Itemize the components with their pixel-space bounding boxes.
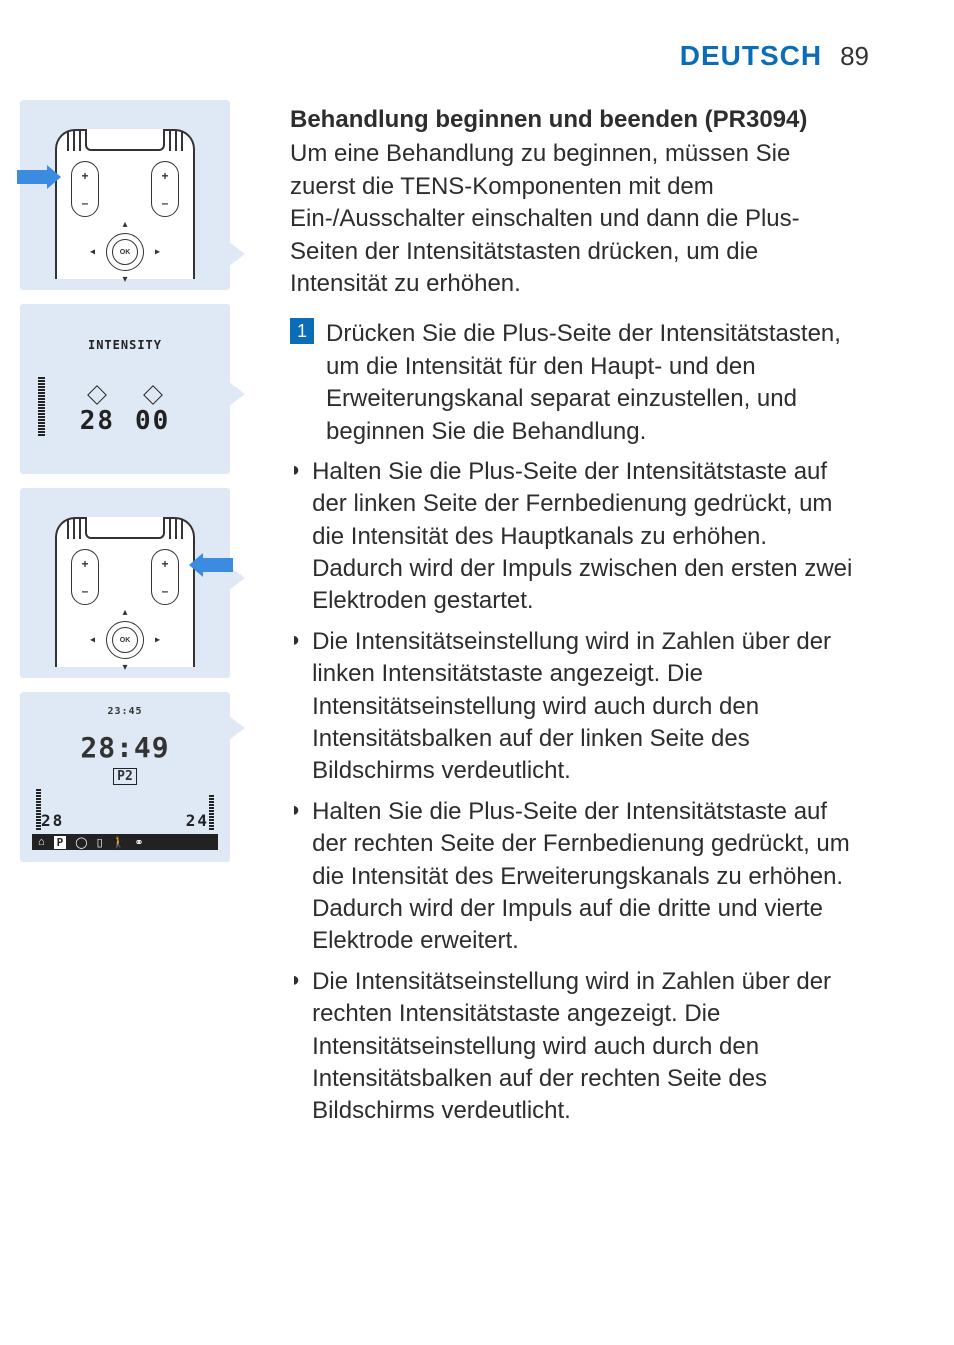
bullet-text: Die Intensitätseinstellung wird in Zahle… [312,626,860,788]
press-indicator-arrow [189,555,233,575]
intensity-plus-minus-left[interactable]: + – [71,549,99,605]
left-arrow-icon: ◂ [90,635,95,646]
diamond-icon [87,385,107,405]
language-label: DEUTSCH [680,40,822,72]
battery-icon: ▯ [97,836,103,849]
dpad[interactable]: OK ▴ ▾ ◂ ▸ [96,223,154,281]
session-timer: 28:49 [80,731,169,764]
plus-icon: + [161,170,168,182]
dpad[interactable]: OK ▴ ▾ ◂ ▸ [96,611,154,669]
press-indicator-arrow [17,167,61,187]
step-text: Drücken Sie die Plus-Seite der Intensitä… [326,318,860,448]
down-arrow-icon: ▾ [122,274,127,285]
clock-time: 23:45 [107,706,142,717]
plus-icon: + [81,170,88,182]
home-icon: ⌂ [38,836,45,848]
plus-icon: + [81,558,88,570]
right-arrow-icon: ▸ [155,635,160,646]
bullet-text: Halten Sie die Plus-Seite der Intensität… [312,456,860,618]
figure-remote-left-press: + – + – OK ▴ ▾ ◂ ▸ [20,100,230,290]
bullet-item: ◗ Die Intensitätseinstellung wird in Zah… [290,626,860,788]
bullet-item: ◗ Halten Sie die Plus-Seite der Intensit… [290,456,860,618]
channel-left: 28 [80,388,115,436]
down-arrow-icon: ▾ [122,662,127,673]
bullet-text: Die Intensitätseinstellung wird in Zahle… [312,966,860,1128]
intensity-plus-minus-left[interactable]: + – [71,161,99,217]
bullet-icon: ◗ [290,626,302,788]
ok-button[interactable]: OK [112,627,138,653]
right-arrow-icon: ▸ [155,247,160,258]
intensity-value-right: 24 [186,811,209,830]
bullet-text: Halten Sie die Plus-Seite der Intensität… [312,796,860,958]
section-heading: Behandlung beginnen und beenden (PR3094) [290,104,860,136]
intensity-plus-minus-right[interactable]: + – [151,549,179,605]
minus-icon: – [162,197,169,209]
intensity-bar-right [209,795,214,830]
intensity-plus-minus-right[interactable]: + – [151,161,179,217]
bullet-item: ◗ Die Intensitätseinstellung wird in Zah… [290,966,860,1128]
step-1: 1 Drücken Sie die Plus-Seite der Intensi… [290,318,860,448]
up-arrow-icon: ▴ [122,219,127,230]
page-header: DEUTSCH 89 [680,40,869,72]
plus-icon: + [161,558,168,570]
left-arrow-icon: ◂ [90,247,95,258]
bullet-icon: ◗ [290,796,302,958]
bullet-item: ◗ Halten Sie die Plus-Seite der Intensit… [290,796,860,958]
status-bar: ⌂ P ◯ ▯ 🚶 ⚭ [32,834,218,850]
intro-paragraph: Um eine Behandlung zu beginnen, müssen S… [290,138,860,300]
figure-intensity-display: INTENSITY 28 00 [20,304,230,474]
channel-right: 00 [135,388,170,436]
intensity-value-left: 28 [41,811,64,830]
step-number-badge: 1 [290,318,314,344]
activity-icon: 🚶 [112,836,126,849]
program-mode-icon: P [54,836,67,849]
intensity-bar-left [38,372,45,436]
figure-running-screen: 23:45 28:49 P2 28 24 ⌂ P ◯ ▯ 🚶 ⚭ [20,692,230,862]
minus-icon: – [82,585,89,597]
page-number: 89 [840,41,869,72]
link-icon: ⚭ [134,836,143,849]
minus-icon: – [82,197,89,209]
intensity-label: INTENSITY [88,338,162,352]
figure-remote-right-press: + – + – OK ▴ ▾ ◂ ▸ [20,488,230,678]
minus-icon: – [162,585,169,597]
ok-button[interactable]: OK [112,239,138,265]
figure-column: + – + – OK ▴ ▾ ◂ ▸ INTENSITY [20,100,255,862]
intensity-value-right: 00 [135,406,170,436]
text-column: Behandlung beginnen und beenden (PR3094)… [290,104,860,1136]
clock-icon: ◯ [75,836,87,849]
diamond-outline-icon [143,385,163,405]
bullet-icon: ◗ [290,456,302,618]
up-arrow-icon: ▴ [122,607,127,618]
bullet-icon: ◗ [290,966,302,1128]
intensity-value-left: 28 [80,406,115,436]
program-indicator: P2 [113,768,137,785]
